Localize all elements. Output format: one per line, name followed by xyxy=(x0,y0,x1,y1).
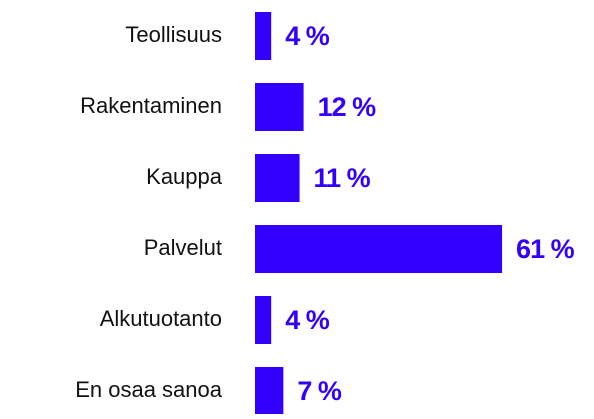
bar xyxy=(255,367,284,415)
bar xyxy=(255,296,272,344)
category-label: Teollisuus xyxy=(125,22,222,47)
bar xyxy=(255,83,304,131)
value-label: 61 % xyxy=(516,234,575,264)
value-label: 7 % xyxy=(297,376,342,406)
value-label: 11 % xyxy=(314,163,371,193)
bar xyxy=(255,12,272,60)
category-label: Alkutuotanto xyxy=(100,306,222,331)
category-label: En osaa sanoa xyxy=(75,377,223,402)
bar xyxy=(255,154,300,202)
bar xyxy=(255,225,503,273)
category-label: Kauppa xyxy=(146,164,223,189)
value-label: 4 % xyxy=(285,305,330,335)
value-label: 12 % xyxy=(318,92,377,122)
category-label: Rakentaminen xyxy=(80,93,222,118)
value-label: 4 % xyxy=(285,21,330,51)
category-label: Palvelut xyxy=(144,235,222,260)
